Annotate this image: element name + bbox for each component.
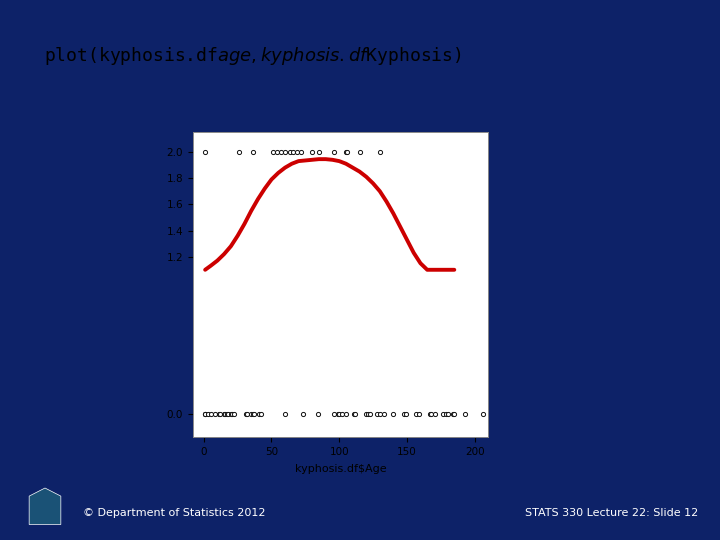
Text: © Department of Statistics 2012: © Department of Statistics 2012	[83, 508, 265, 518]
Text: plot(kyphosis.df$age,kyphosis.df$Kyphosis): plot(kyphosis.df$age,kyphosis.df$Kyphosi…	[44, 45, 462, 67]
Polygon shape	[30, 488, 60, 524]
Text: STATS 330 Lecture 22: Slide 12: STATS 330 Lecture 22: Slide 12	[525, 508, 698, 518]
X-axis label: kyphosis.df$Age: kyphosis.df$Age	[294, 464, 387, 474]
